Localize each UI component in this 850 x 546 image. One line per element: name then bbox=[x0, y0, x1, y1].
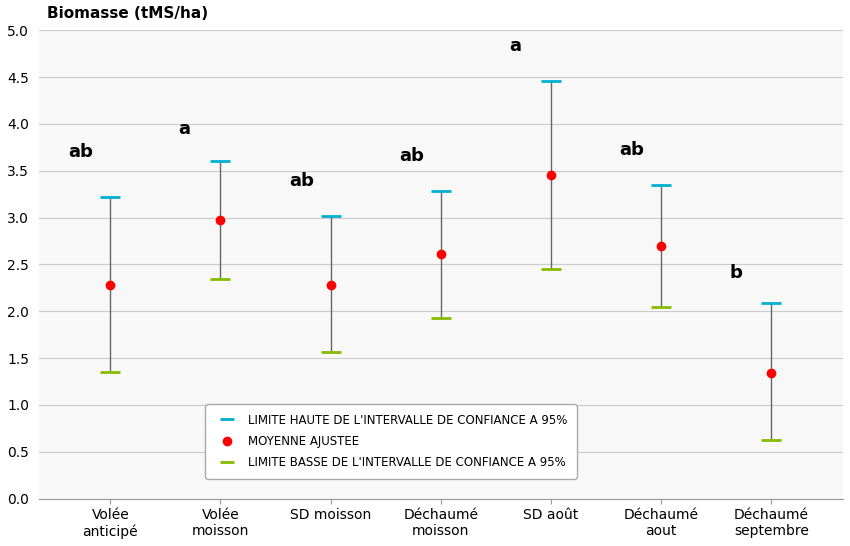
Text: Biomasse (tMS/ha): Biomasse (tMS/ha) bbox=[47, 6, 208, 21]
Text: a: a bbox=[509, 37, 521, 55]
Legend: LIMITE HAUTE DE L'INTERVALLE DE CONFIANCE A 95%, MOYENNE AJUSTEE, LIMITE BASSE D: LIMITE HAUTE DE L'INTERVALLE DE CONFIANC… bbox=[206, 404, 577, 479]
Text: ab: ab bbox=[620, 141, 644, 159]
Text: b: b bbox=[729, 264, 742, 282]
Text: ab: ab bbox=[399, 147, 424, 165]
Text: ab: ab bbox=[68, 144, 94, 162]
Text: ab: ab bbox=[289, 171, 314, 189]
Text: a: a bbox=[178, 120, 190, 138]
